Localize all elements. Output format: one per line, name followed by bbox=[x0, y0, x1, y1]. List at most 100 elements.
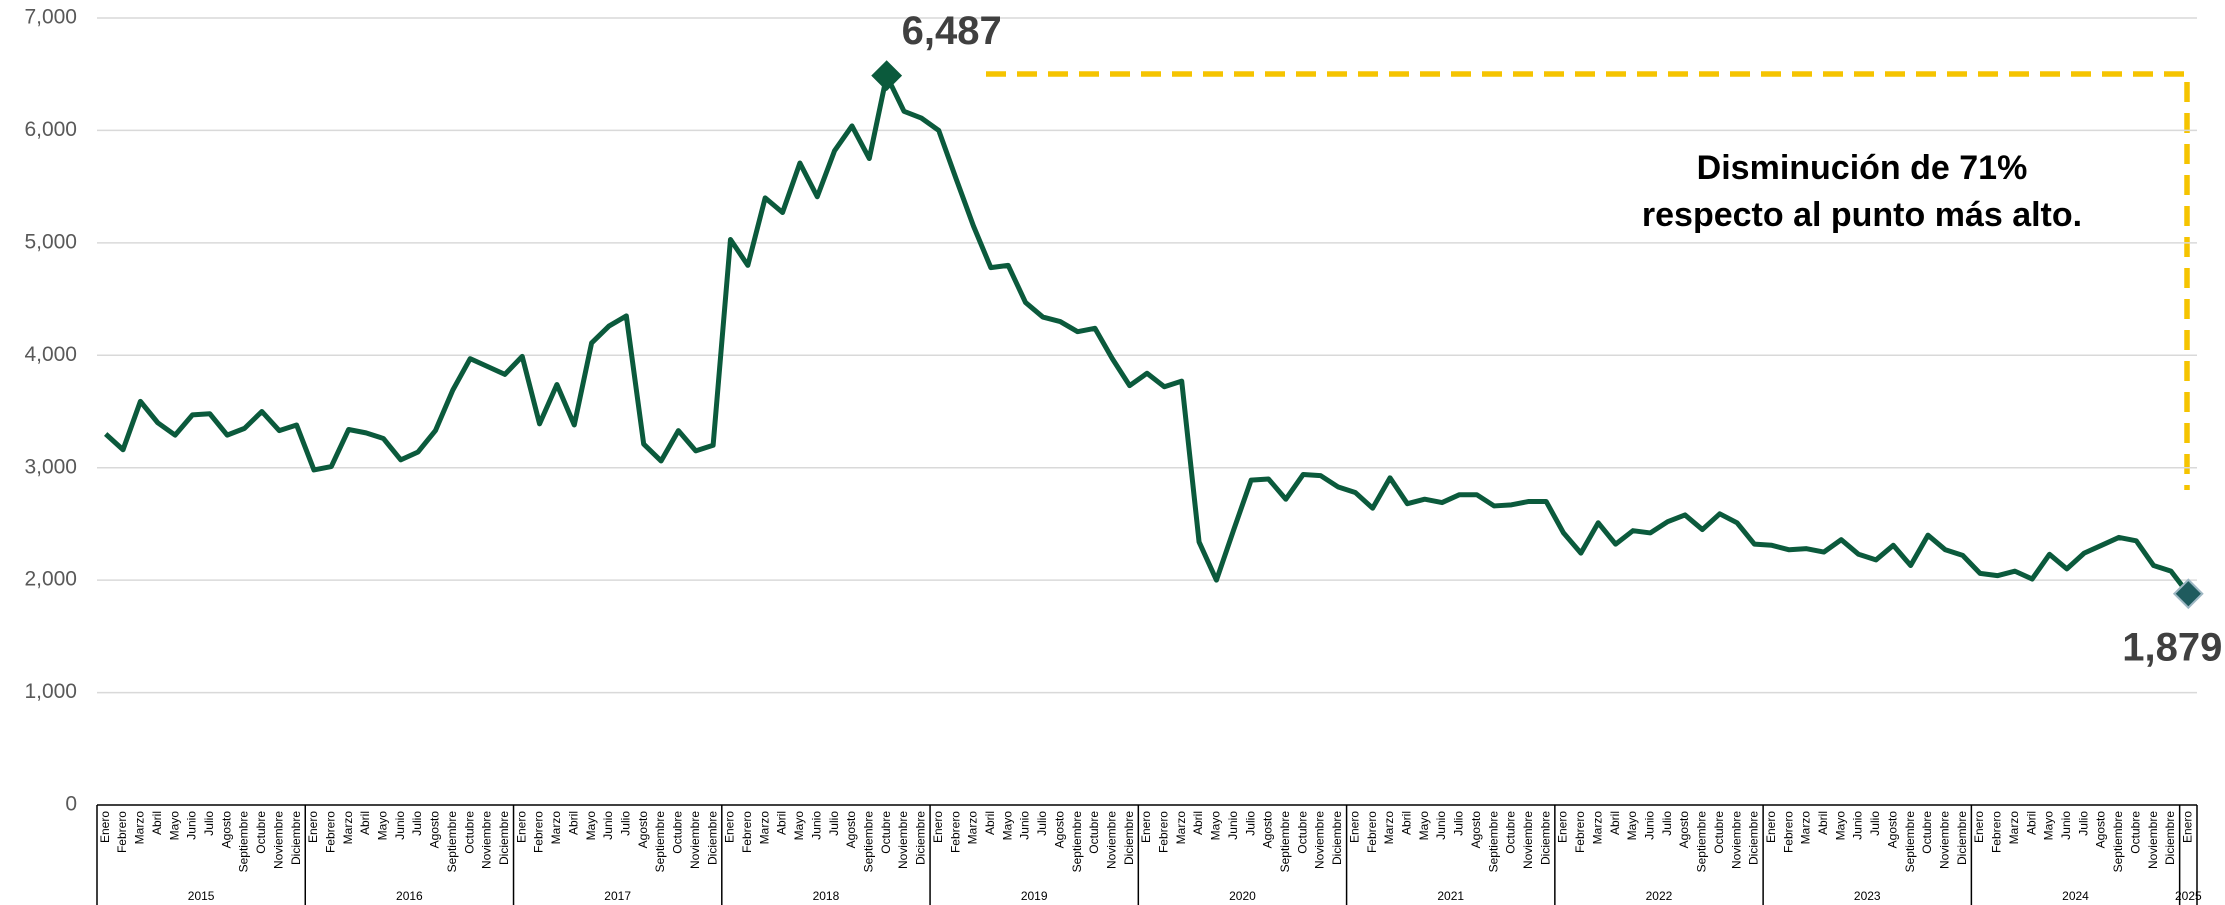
x-tick-label: Enero bbox=[1556, 811, 1570, 843]
x-tick-label: Octubre bbox=[254, 811, 268, 854]
y-tick-label: 5,000 bbox=[24, 230, 77, 253]
annotation: respecto al punto más alto. bbox=[1642, 196, 2082, 234]
x-tick-label: Abril bbox=[775, 811, 789, 835]
x-tick-label: Agosto bbox=[2094, 811, 2108, 849]
x-tick-label: Enero bbox=[1139, 811, 1153, 843]
x-tick-label: Marzo bbox=[2007, 811, 2021, 845]
x-tick-label: Julio bbox=[1452, 811, 1466, 836]
year-label: 2016 bbox=[396, 889, 423, 903]
y-tick-label: 2,000 bbox=[24, 568, 77, 591]
x-tick-label: Junio bbox=[1018, 811, 1032, 840]
x-tick-label: Noviembre bbox=[2146, 811, 2160, 869]
x-tick-label: Junio bbox=[185, 811, 199, 840]
x-tick-label: Junio bbox=[1434, 811, 1448, 840]
x-tick-label: Agosto bbox=[636, 811, 650, 849]
x-tick-label: Enero bbox=[723, 811, 737, 843]
x-tick-label: Septiembre bbox=[1278, 811, 1292, 873]
x-tick-label: Julio bbox=[827, 811, 841, 836]
x-tick-label: Septiembre bbox=[237, 811, 251, 873]
x-tick-label: Abril bbox=[1816, 811, 1830, 835]
data-line bbox=[104, 73, 2191, 596]
x-tick-label: Agosto bbox=[1261, 811, 1275, 849]
x-tick-label: Diciembre bbox=[705, 811, 719, 865]
y-tick-label: 3,000 bbox=[24, 455, 77, 478]
x-tick-label: Abril bbox=[566, 811, 580, 835]
x-tick-label: Diciembre bbox=[289, 811, 303, 865]
x-tick-label: Julio bbox=[619, 811, 633, 836]
annotation: Disminución de 71% bbox=[1697, 149, 2028, 187]
x-tick-label: Julio bbox=[410, 811, 424, 836]
x-tick-label: Septiembre bbox=[1486, 811, 1500, 873]
year-label: 2024 bbox=[2062, 889, 2089, 903]
x-tick-label: Noviembre bbox=[1729, 811, 1743, 869]
x-tick-label: Mayo bbox=[376, 811, 390, 841]
x-tick-label: Junio bbox=[809, 811, 823, 840]
marker bbox=[871, 60, 903, 92]
x-tick-label: Julio bbox=[1660, 811, 1674, 836]
x-tick-label: Enero bbox=[931, 811, 945, 843]
x-tick-label: Septiembre bbox=[653, 811, 667, 873]
x-tick-label: Noviembre bbox=[896, 811, 910, 869]
x-tick-label: Diciembre bbox=[2163, 811, 2177, 865]
x-tick-label: Noviembre bbox=[688, 811, 702, 869]
x-tick-label: Agosto bbox=[1885, 811, 1899, 849]
x-tick-label: Agosto bbox=[219, 811, 233, 849]
x-tick-label: Junio bbox=[1642, 811, 1656, 840]
x-tick-label: Febrero bbox=[532, 811, 546, 853]
x-tick-label: Junio bbox=[2059, 811, 2073, 840]
x-tick-label: Abril bbox=[150, 811, 164, 835]
x-tick-label: Enero bbox=[1764, 811, 1778, 843]
x-tick-label: Septiembre bbox=[1695, 811, 1709, 873]
x-tick-label: Octubre bbox=[1920, 811, 1934, 854]
x-tick-label: Mayo bbox=[792, 811, 806, 841]
year-label: 2018 bbox=[813, 889, 840, 903]
x-tick-label: Mayo bbox=[584, 811, 598, 841]
y-tick-label: 1,000 bbox=[24, 680, 77, 703]
x-tick-label: Febrero bbox=[1781, 811, 1795, 853]
year-label: 2023 bbox=[1854, 889, 1881, 903]
x-tick-label: Febrero bbox=[1990, 811, 2004, 853]
x-tick-label: Abril bbox=[1608, 811, 1622, 835]
year-label: 2020 bbox=[1229, 889, 1256, 903]
x-tick-label: Abril bbox=[1191, 811, 1205, 835]
y-tick-label: 4,000 bbox=[24, 343, 77, 366]
year-label: 2019 bbox=[1021, 889, 1048, 903]
x-tick-label: Julio bbox=[2076, 811, 2090, 836]
x-tick-label: Septiembre bbox=[2111, 811, 2125, 873]
x-tick-label: Marzo bbox=[757, 811, 771, 845]
year-label: 2015 bbox=[188, 889, 215, 903]
y-tick-label: 6,000 bbox=[24, 118, 77, 141]
x-tick-label: Enero bbox=[1972, 811, 1986, 843]
x-tick-label: Febrero bbox=[1365, 811, 1379, 853]
x-tick-label: Julio bbox=[1868, 811, 1882, 836]
x-tick-label: Mayo bbox=[1625, 811, 1639, 841]
x-tick-label: Agosto bbox=[1052, 811, 1066, 849]
x-tick-label: Mayo bbox=[1000, 811, 1014, 841]
x-tick-label: Marzo bbox=[1590, 811, 1604, 845]
x-tick-label: Noviembre bbox=[1521, 811, 1535, 869]
x-tick-label: Agosto bbox=[428, 811, 442, 849]
value-label: 1,879 bbox=[2122, 625, 2222, 669]
x-tick-label: Noviembre bbox=[1313, 811, 1327, 869]
x-tick-label: Julio bbox=[1035, 811, 1049, 836]
x-tick-label: Septiembre bbox=[1070, 811, 1084, 873]
y-tick-label: 7,000 bbox=[24, 6, 77, 29]
x-tick-label: Julio bbox=[1243, 811, 1257, 836]
x-tick-label: Diciembre bbox=[497, 811, 511, 865]
x-tick-label: Febrero bbox=[740, 811, 754, 853]
year-label: 2021 bbox=[1437, 889, 1464, 903]
x-tick-label: Enero bbox=[514, 811, 528, 843]
x-tick-label: Mayo bbox=[2042, 811, 2056, 841]
x-tick-label: Octubre bbox=[1712, 811, 1726, 854]
x-tick-label: Noviembre bbox=[271, 811, 285, 869]
x-tick-label: Abril bbox=[358, 811, 372, 835]
x-tick-label: Abril bbox=[2024, 811, 2038, 835]
x-tick-label: Marzo bbox=[1799, 811, 1813, 845]
x-tick-label: Diciembre bbox=[1747, 811, 1761, 865]
x-tick-label: Febrero bbox=[115, 811, 129, 853]
x-tick-label: Marzo bbox=[341, 811, 355, 845]
x-tick-label: Octubre bbox=[879, 811, 893, 854]
year-label: 2017 bbox=[604, 889, 631, 903]
x-tick-label: Junio bbox=[1226, 811, 1240, 840]
x-tick-label: Marzo bbox=[1174, 811, 1188, 845]
